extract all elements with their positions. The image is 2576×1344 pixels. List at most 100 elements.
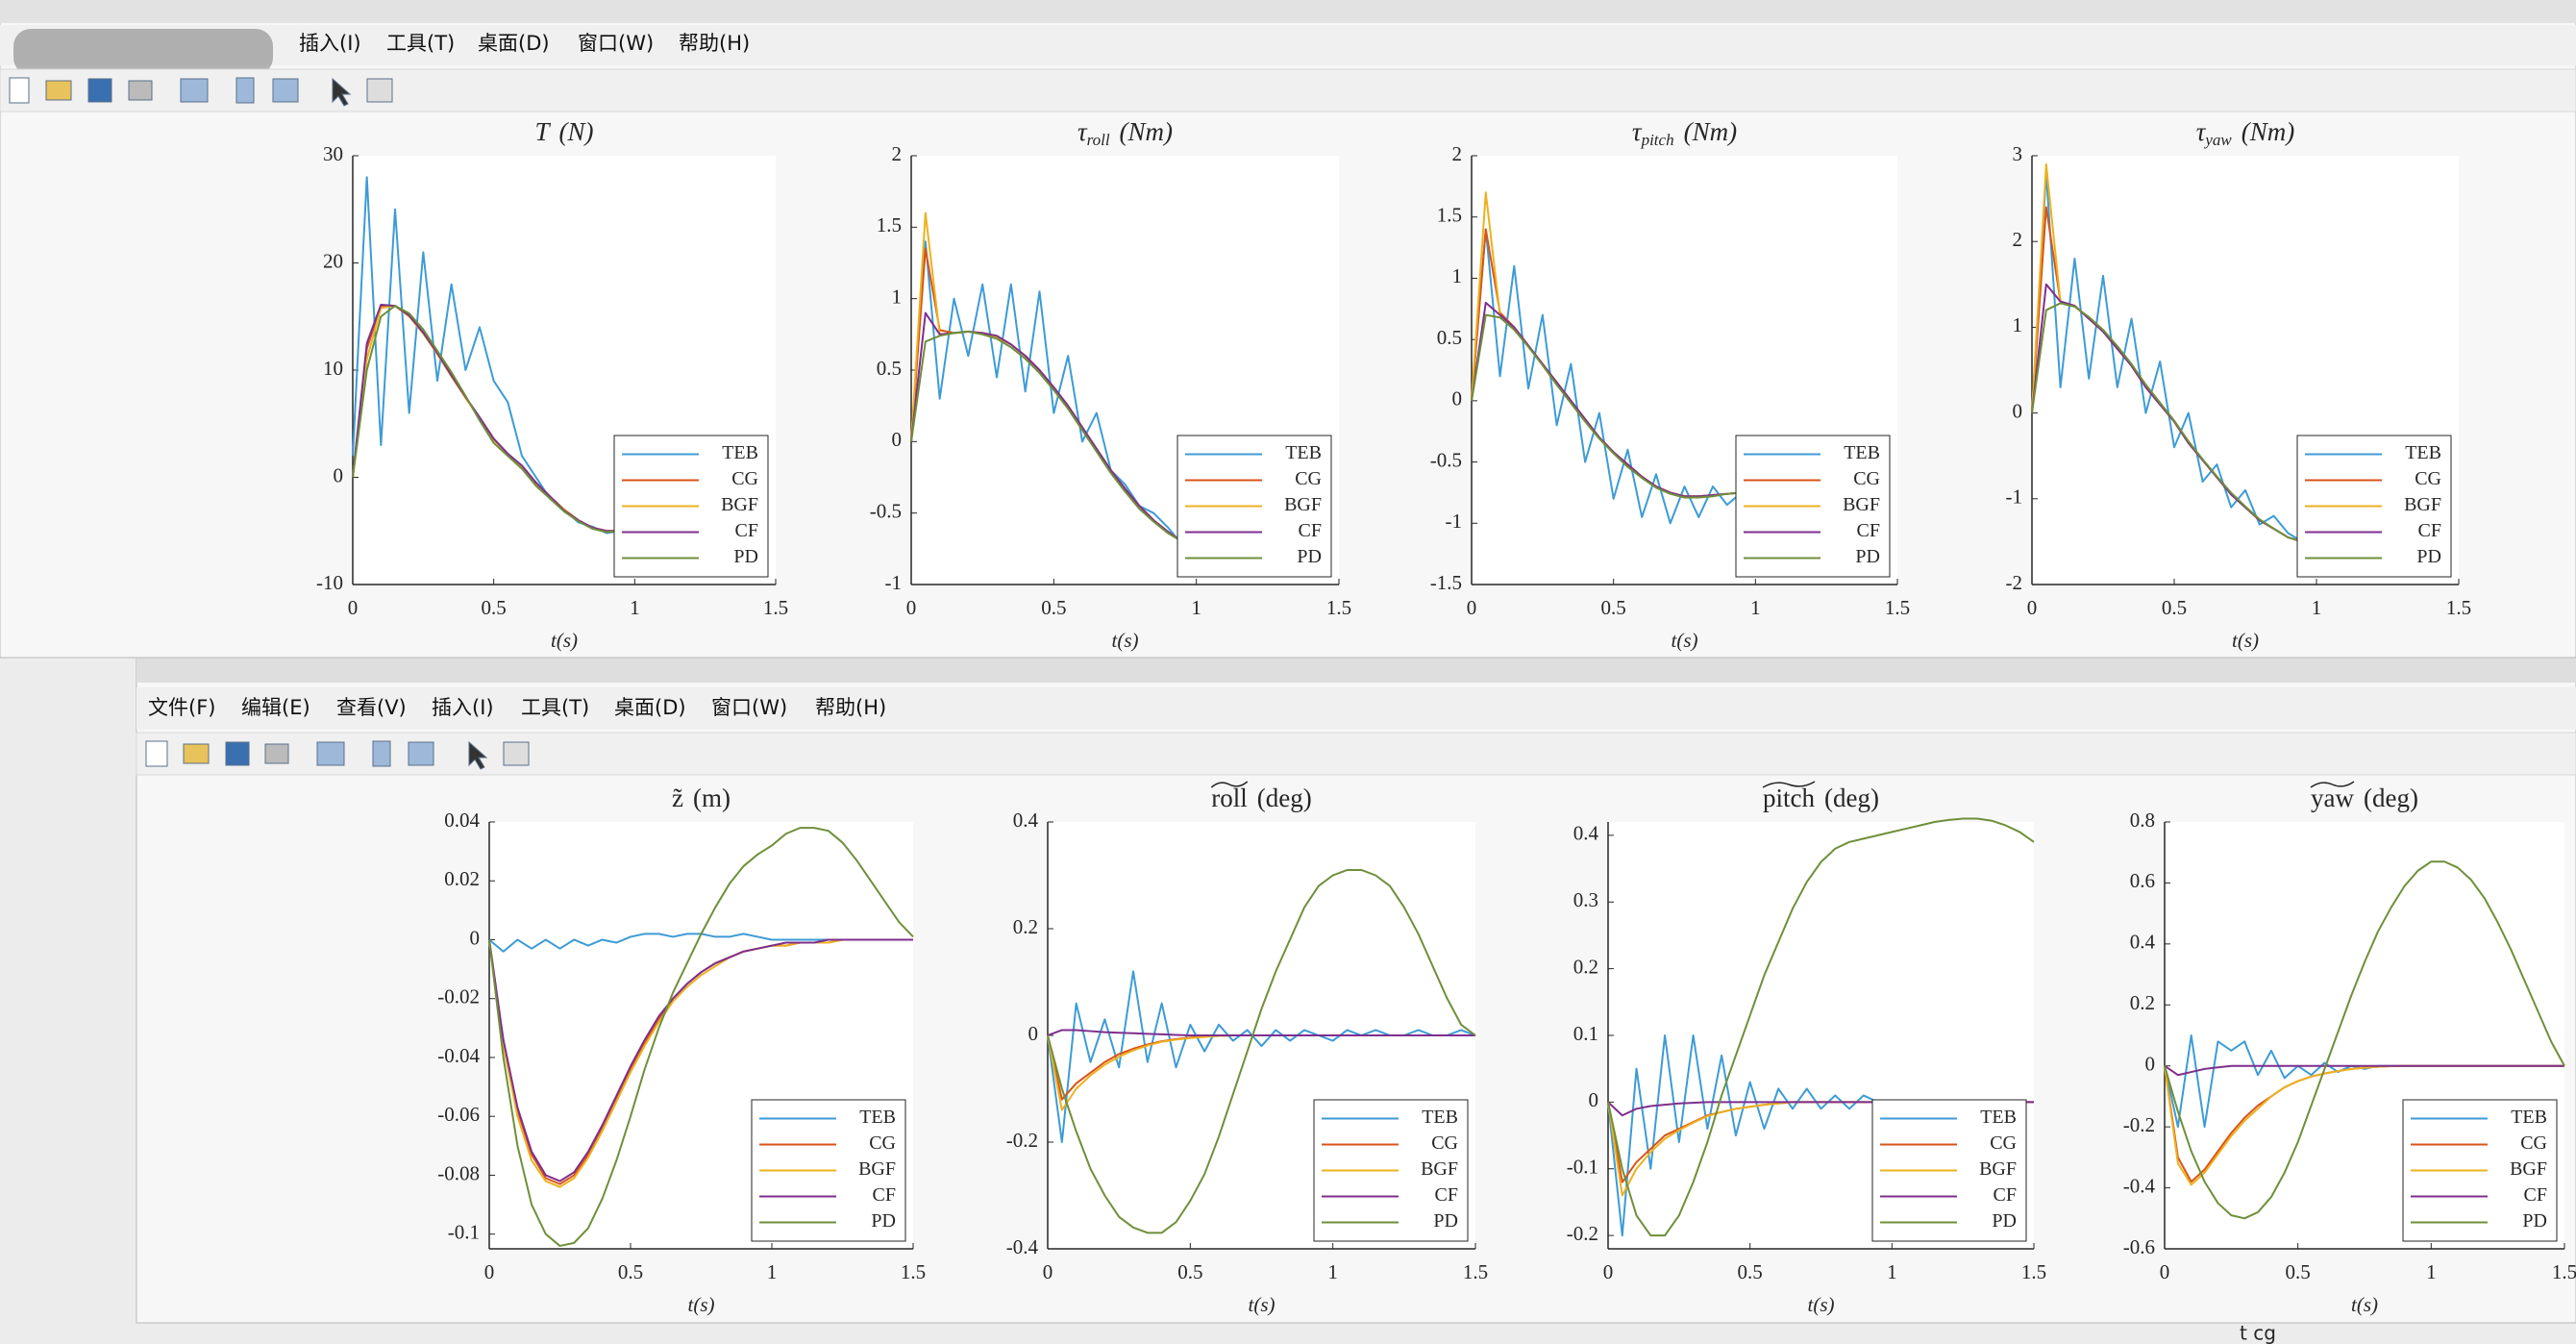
icon-save[interactable] [225, 741, 250, 766]
legend-label: CG [1853, 468, 1880, 489]
icon-panel[interactable] [366, 78, 393, 103]
x-tick-label: 0 [1043, 1260, 1053, 1283]
y-tick-label: 0.2 [2130, 991, 2155, 1014]
icon-panel[interactable] [503, 741, 530, 766]
x-tick-label: 0.5 [1601, 596, 1626, 619]
x-tick-label: 1.5 [1463, 1260, 1488, 1283]
menu-item[interactable]: 桌面(D) [478, 32, 550, 55]
legend: TEB CG BGF CF PD [1735, 435, 1891, 578]
menu-item[interactable]: 窗口(W) [578, 32, 654, 55]
x-tick-label: 0 [348, 596, 359, 619]
x-tick-label: 0 [1467, 596, 1477, 619]
chart-title: τroll (Nm) [1077, 117, 1173, 149]
icon-pointer[interactable] [332, 77, 352, 107]
y-tick-label: -0.4 [1006, 1235, 1039, 1258]
x-tick-label: 1 [767, 1260, 778, 1283]
y-tick-label: 0.6 [2130, 869, 2155, 892]
title-text: τ [1632, 117, 1643, 146]
icon-open[interactable] [183, 743, 210, 764]
y-tick-label: 0 [1452, 387, 1463, 411]
x-tick-label: 1.5 [901, 1260, 926, 1283]
y-tick-label: 0.5 [1437, 326, 1462, 349]
x-axis-label: t(s) [1808, 1293, 1835, 1316]
legend-label: PD [733, 546, 758, 567]
x-tick-label: 1 [1750, 596, 1761, 619]
icon-colorbar[interactable] [235, 77, 255, 104]
menu-item[interactable]: 桌面(D) [614, 696, 686, 719]
y-tick-label: -0.1 [448, 1221, 480, 1244]
x-tick-label: 0 [2160, 1260, 2170, 1283]
menu-item[interactable]: 窗口(W) [711, 696, 787, 719]
menu-item[interactable]: 编辑(E) [241, 696, 310, 719]
legend-label: BGF [858, 1158, 896, 1180]
chart-title: z̃ (m) [672, 784, 731, 812]
y-tick-label: 1 [892, 285, 903, 308]
y-tick-label: 0.02 [444, 867, 480, 890]
x-tick-label: 0.5 [1177, 1260, 1202, 1283]
x-tick-label: 0.5 [2162, 596, 2187, 619]
legend-label: BGF [1284, 494, 1322, 515]
chart-title: τpitch (Nm) [1632, 117, 1737, 149]
y-tick-label: -0.2 [1567, 1222, 1598, 1245]
x-tick-label: 1.5 [1885, 596, 1910, 619]
y-tick-label: -1.5 [1430, 571, 1462, 594]
legend: TEB CG BGF CF PD [613, 435, 769, 578]
x-tick-label: 0 [1603, 1260, 1614, 1283]
legend-label: BGF [1843, 494, 1880, 515]
x-tick-label: 0.5 [1041, 596, 1066, 619]
icon-new[interactable] [9, 77, 30, 104]
y-tick-label: -1 [2006, 485, 2023, 509]
icon-legend[interactable] [408, 741, 434, 766]
icon-new[interactable] [145, 740, 168, 767]
legend-label: TEB [1422, 1107, 1458, 1128]
axes: -1 -0.5 0 0.5 1 1.5 2 0 0.5 1 1.5 t(s) τroll (Nm) TEB C… [870, 117, 1351, 652]
chart-title: yaw (deg) [2311, 784, 2418, 812]
legend-label: TEB [1285, 442, 1322, 463]
legend-label: CF [873, 1184, 896, 1206]
toolbar-icons [145, 740, 530, 770]
y-tick-label: -0.4 [2123, 1174, 2156, 1197]
icon-colorbar[interactable] [372, 740, 391, 767]
icon-print[interactable] [128, 80, 153, 101]
series-line [2164, 1064, 2564, 1077]
menu-item[interactable]: 插入(I) [299, 32, 361, 55]
icon-link[interactable] [180, 78, 209, 103]
menu-item[interactable]: 帮助(H) [679, 32, 750, 55]
series-line [1471, 228, 1743, 525]
x-axis-label: t(s) [2351, 1293, 2378, 1316]
legend: TEB CG BGF CF PD [2296, 435, 2452, 578]
x-tick-label: 1.5 [2552, 1260, 2576, 1283]
legend-label: BGF [2404, 494, 2441, 515]
menu-item[interactable]: 工具(T) [521, 696, 589, 719]
title-text: τ [2196, 117, 2207, 146]
y-tick-label: -0.6 [2123, 1235, 2155, 1258]
icon-link[interactable] [316, 741, 345, 766]
legend-label: CF [1857, 520, 1880, 541]
icon-pointer[interactable] [468, 740, 488, 770]
series-line [1047, 1029, 1475, 1036]
menu-item[interactable]: 帮助(H) [815, 696, 886, 719]
title-text: τ [1077, 117, 1088, 146]
chart-title: pitch (deg) [1763, 784, 1879, 812]
menu-item[interactable]: 文件(F) [148, 696, 215, 719]
legend-label: TEB [2405, 442, 2441, 463]
y-tick-label: 0.4 [2130, 931, 2156, 954]
icon-legend[interactable] [272, 78, 299, 103]
legend-label: TEB [1844, 442, 1880, 463]
icon-open[interactable] [45, 80, 72, 101]
title-unit: (deg) [1257, 784, 1312, 812]
title-text: z̃ [672, 784, 683, 812]
menu-item[interactable]: 工具(T) [386, 32, 455, 55]
title-text: T [534, 117, 551, 146]
overlay-blur [13, 29, 273, 75]
icon-print[interactable] [264, 743, 289, 764]
y-tick-label: 0 [1589, 1088, 1599, 1111]
legend-label: TEB [1980, 1107, 2017, 1128]
title-tilde [1762, 781, 1816, 788]
x-axis-label: t(s) [2232, 629, 2259, 652]
icon-save[interactable] [87, 78, 112, 103]
menu-item[interactable]: 查看(V) [336, 696, 407, 719]
y-tick-label: -10 [316, 571, 343, 594]
menu-item[interactable]: 插入(I) [432, 696, 494, 719]
